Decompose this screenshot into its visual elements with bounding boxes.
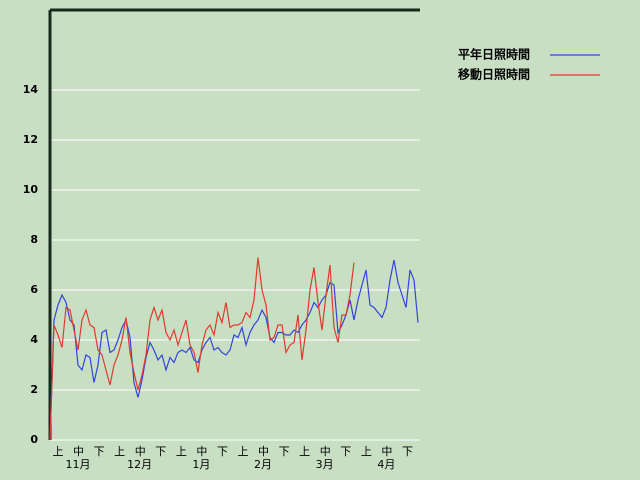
legend-label: 平年日照時間: [458, 47, 530, 62]
x-tick-label: 下: [279, 445, 290, 458]
x-tick-label: 上: [238, 445, 249, 458]
x-tick-label: 中: [135, 445, 146, 458]
series-line: [49, 257, 355, 441]
x-tick-label: 下: [94, 445, 105, 458]
legend-label: 移動日照時間: [458, 67, 530, 82]
x-tick-label: 中: [196, 445, 207, 458]
month-label: 2月: [254, 458, 272, 471]
y-tick-label: 6: [30, 283, 38, 296]
x-tick-label: 下: [155, 445, 166, 458]
x-tick-label: 上: [176, 445, 187, 458]
x-tick-label: 中: [381, 445, 392, 458]
x-tick-label: 上: [114, 445, 125, 458]
y-tick-label: 4: [30, 333, 38, 346]
x-tick-label: 下: [340, 445, 351, 458]
month-label: 1月: [192, 458, 210, 471]
month-label: 12月: [127, 458, 152, 471]
y-tick-label: 0: [30, 433, 38, 446]
x-tick-label: 中: [258, 445, 269, 458]
x-tick-label: 中: [320, 445, 331, 458]
y-tick-label: 8: [30, 233, 38, 246]
month-label: 3月: [316, 458, 334, 471]
month-label: 4月: [377, 458, 395, 471]
y-tick-label: 10: [23, 183, 39, 196]
series-line: [49, 259, 419, 441]
x-tick-label: 中: [73, 445, 84, 458]
x-tick-label: 上: [299, 445, 310, 458]
x-tick-label: 上: [53, 445, 64, 458]
x-tick-label: 下: [217, 445, 228, 458]
month-label: 11月: [66, 458, 91, 471]
y-tick-label: 12: [23, 133, 38, 146]
x-tick-label: 下: [402, 445, 413, 458]
y-tick-label: 2: [30, 383, 38, 396]
y-tick-label: 14: [23, 83, 39, 96]
x-tick-label: 上: [361, 445, 372, 458]
